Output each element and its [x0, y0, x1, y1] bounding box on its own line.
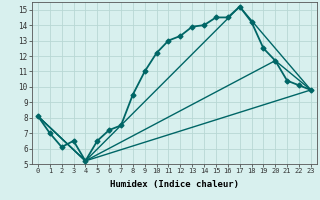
X-axis label: Humidex (Indice chaleur): Humidex (Indice chaleur)	[110, 180, 239, 189]
